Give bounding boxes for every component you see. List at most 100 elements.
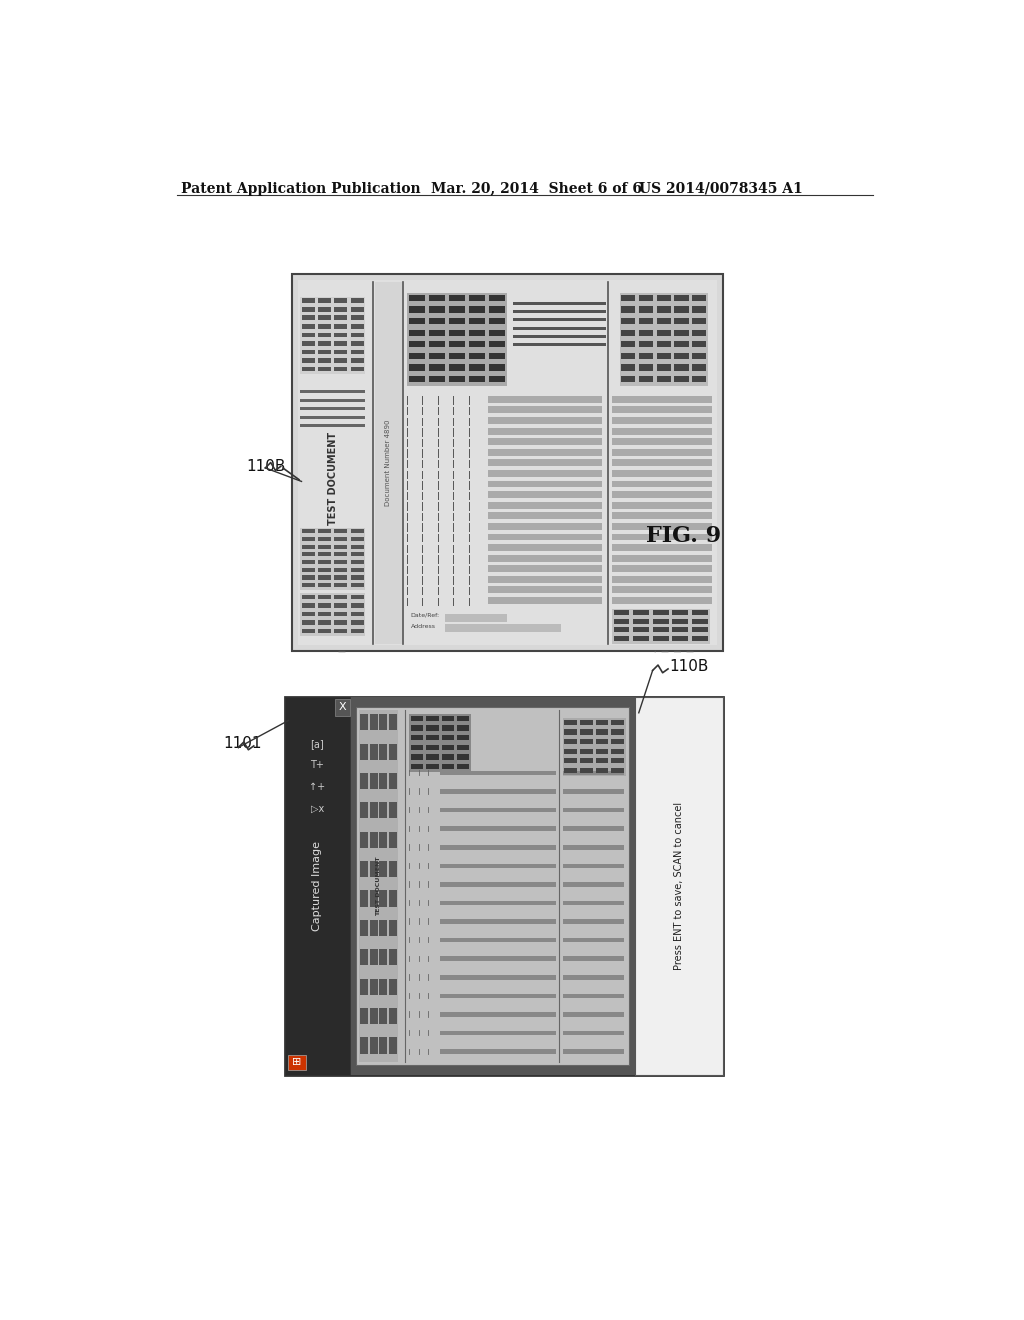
Bar [580,729,593,734]
Bar [596,758,608,763]
Bar [596,739,608,744]
Bar [350,323,364,329]
Bar [360,832,368,847]
Bar [562,975,625,979]
Bar [513,310,605,313]
Bar [411,735,423,741]
Bar [562,1031,625,1035]
Bar [457,735,469,741]
Bar [350,545,364,549]
Bar [318,350,331,354]
Bar [370,774,378,789]
Bar [580,758,593,763]
Bar [300,407,366,411]
Bar [429,352,445,359]
Bar [429,341,445,347]
Bar [370,978,378,995]
Bar [411,754,423,759]
Bar [300,528,366,590]
Bar [611,768,624,774]
Bar [350,333,364,337]
Bar [457,726,469,731]
Bar [562,900,625,906]
Bar [450,341,465,347]
Bar [489,306,505,313]
Bar [409,364,425,371]
Bar [380,920,387,936]
Bar [334,583,347,587]
Bar [611,576,712,582]
Bar [611,491,712,498]
Text: Address: Address [411,624,436,630]
Bar [613,610,630,615]
Bar [487,396,602,403]
Bar [489,376,505,381]
Bar [675,294,688,301]
Bar [692,364,707,371]
Bar [302,367,314,371]
Bar [335,700,350,715]
Bar [302,628,314,634]
Bar [389,1008,396,1024]
Bar [334,611,347,616]
Bar [489,330,505,335]
Bar [440,1049,556,1053]
Bar [411,764,423,770]
Bar [692,318,707,325]
Bar [487,480,602,487]
Bar [675,306,688,313]
Bar [389,978,396,995]
Bar [611,729,624,734]
Bar [380,949,387,965]
Bar [673,636,688,642]
Bar [639,318,653,325]
Bar [611,609,710,644]
Bar [656,352,671,359]
Bar [620,293,708,385]
Bar [318,552,331,557]
Bar [469,306,485,313]
Bar [360,861,368,878]
Bar [409,330,425,335]
Bar [656,330,671,335]
Bar [656,364,671,371]
Bar [302,350,314,354]
Bar [334,529,347,533]
Bar [389,1038,396,1053]
Bar [440,975,556,979]
Bar [675,352,688,359]
Bar [639,364,653,371]
Bar [389,832,396,847]
Bar [350,583,364,587]
Bar [692,376,707,381]
Bar [318,603,331,607]
Bar [562,882,625,887]
Bar [656,341,671,347]
Bar [487,438,602,445]
Bar [334,315,347,321]
Bar [673,619,688,623]
Bar [426,726,438,731]
Bar [302,529,314,533]
Bar [350,350,364,354]
Bar [380,891,387,907]
Bar [656,318,671,325]
Bar [389,743,396,760]
Bar [318,545,331,549]
Bar [409,352,425,359]
Text: ⊞: ⊞ [292,1057,301,1068]
Bar [457,715,469,721]
Bar [410,714,471,772]
Bar [562,994,625,998]
Bar [318,628,331,634]
Bar [334,306,347,312]
Bar [487,470,602,477]
Bar [302,595,314,599]
Bar [562,808,625,812]
Bar [350,603,364,607]
Bar [302,315,314,321]
Bar [334,367,347,371]
Bar [675,341,688,347]
Bar [562,1049,625,1053]
Bar [380,1008,387,1024]
